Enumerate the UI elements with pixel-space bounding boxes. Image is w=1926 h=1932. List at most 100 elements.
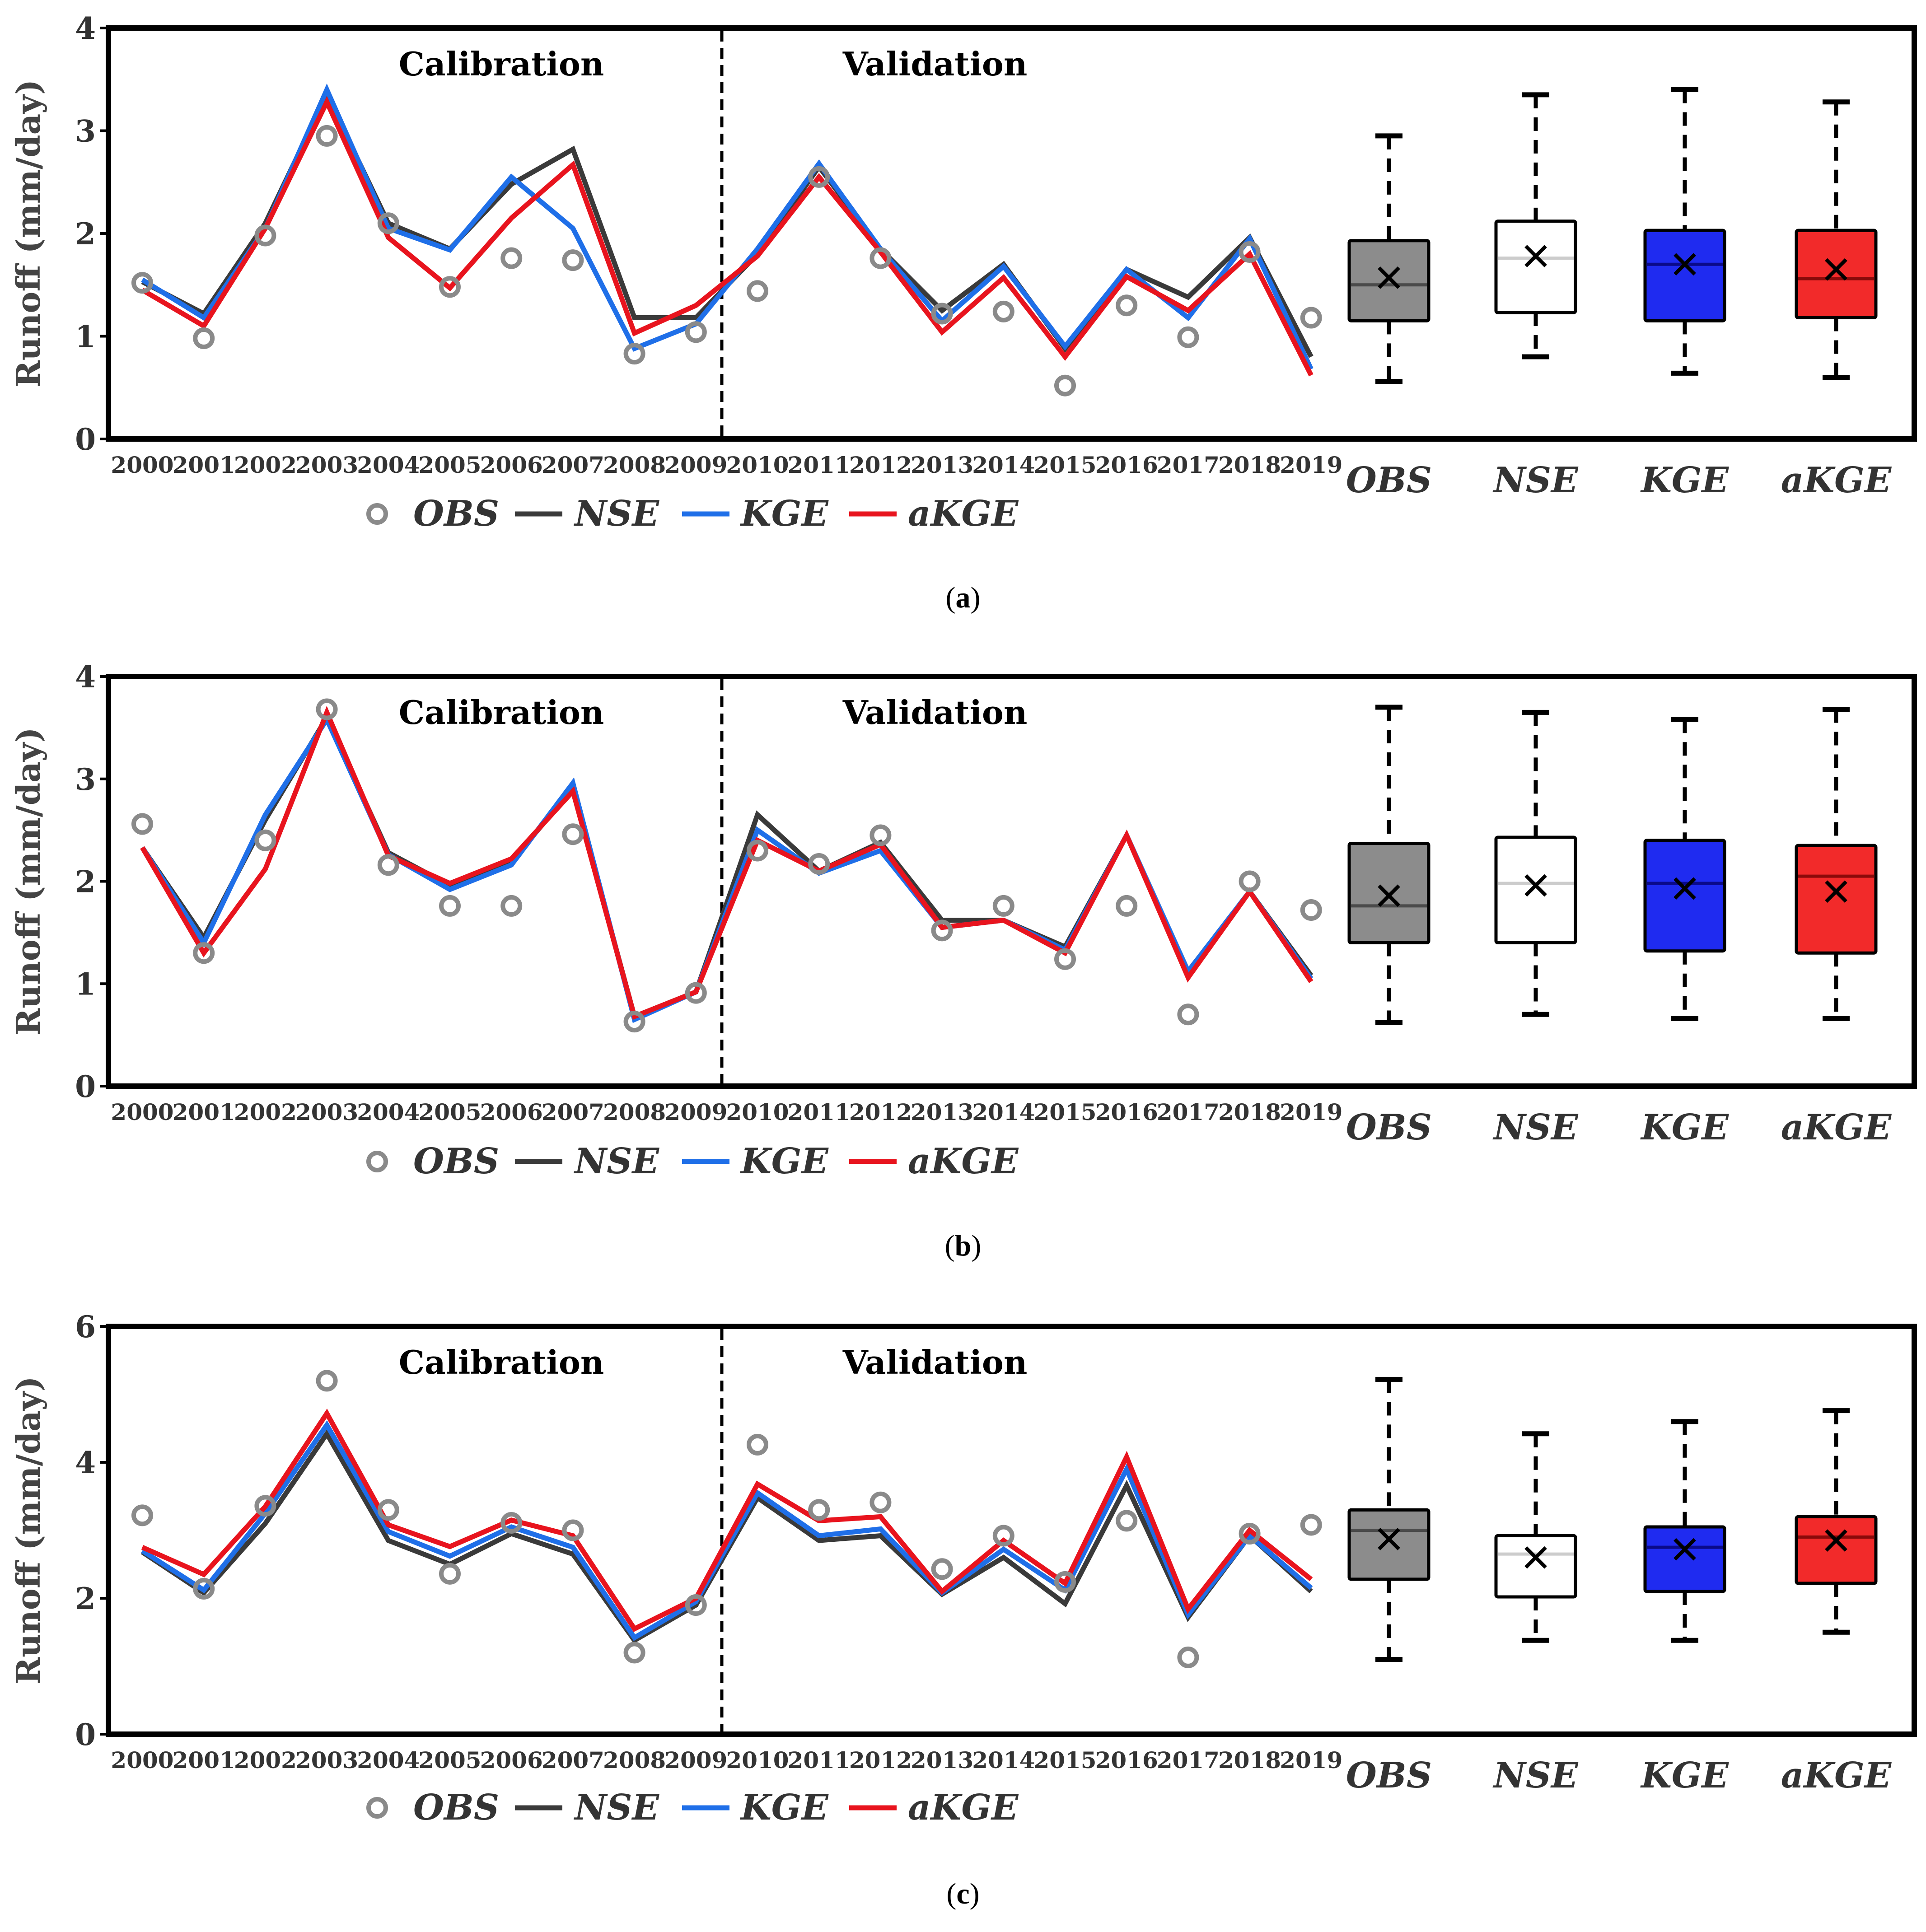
x-tick-label: 2000	[111, 1099, 173, 1125]
obs-point	[931, 1558, 953, 1580]
legend-obs-label: OBS	[413, 1141, 499, 1182]
box-label-obs: OBS	[1346, 1107, 1432, 1148]
caption-panel-letter: c	[956, 1877, 969, 1910]
box-label-nse: NSE	[1492, 1755, 1579, 1796]
legend-akge-label: aKGE	[908, 1787, 1019, 1828]
caption-open-paren: (	[946, 1877, 956, 1910]
series-line-kge	[141, 1420, 1313, 1641]
caption-panel-letter: a	[956, 581, 971, 614]
obs-point	[500, 895, 523, 917]
x-tick-label: 2014	[972, 1747, 1035, 1773]
caption-close-paren: )	[971, 581, 981, 614]
x-tick-label: 2008	[603, 1747, 666, 1773]
x-tick-label: 2009	[664, 452, 727, 478]
x-tick-label: 2016	[1095, 452, 1158, 478]
obs-point	[377, 854, 399, 876]
obs-point	[1239, 241, 1261, 263]
box-label-akge: aKGE	[1781, 460, 1892, 501]
x-tick-label: 2012	[849, 1099, 912, 1125]
box-mean-marker-obs	[1378, 884, 1400, 907]
box-label-obs: OBS	[1346, 1755, 1432, 1796]
x-tick-label: 2000	[111, 452, 173, 478]
obs-point	[870, 824, 892, 846]
plot-frame	[106, 25, 1917, 442]
box-mean-marker-kge	[1674, 1538, 1696, 1561]
x-tick-label: 2001	[173, 1747, 235, 1773]
box-mean-marker-obs	[1378, 266, 1400, 289]
panel-caption: (c)	[946, 1877, 979, 1910]
legend-akge-label: aKGE	[908, 1141, 1019, 1182]
obs-point	[992, 1525, 1014, 1547]
box-mean-marker-nse	[1524, 874, 1547, 897]
box-label-kge: KGE	[1640, 1755, 1729, 1796]
x-tick-label: 2015	[1033, 452, 1096, 478]
obs-point	[254, 1495, 276, 1517]
box-iqr-akge	[1795, 844, 1878, 955]
obs-point	[500, 247, 523, 269]
obs-point	[623, 1642, 645, 1664]
obs-point	[562, 249, 584, 271]
legend-nse-label: NSE	[573, 1787, 660, 1828]
y-tick-label: 1	[75, 319, 96, 355]
caption-panel-letter: b	[955, 1229, 972, 1262]
box-iqr-nse	[1494, 219, 1577, 314]
box-iqr-kge	[1643, 1525, 1726, 1593]
box-mean-marker-obs	[1378, 1528, 1400, 1550]
x-tick-label: 2008	[603, 1099, 666, 1125]
obs-point	[316, 698, 338, 720]
x-tick-label: 2002	[234, 452, 297, 478]
box-mean-marker-akge	[1825, 880, 1847, 903]
x-tick-label: 2012	[849, 1747, 912, 1773]
x-tick-label: 2019	[1280, 1099, 1342, 1125]
box-iqr-akge	[1795, 229, 1878, 320]
x-tick-label: 2014	[972, 1099, 1035, 1125]
obs-point	[1116, 1510, 1138, 1532]
obs-point	[931, 303, 953, 325]
obs-point	[870, 1491, 892, 1513]
x-tick-label: 2010	[726, 1099, 789, 1125]
box-label-akge: aKGE	[1781, 1755, 1892, 1796]
obs-point	[1054, 374, 1076, 397]
legend-obs-label: OBS	[413, 1787, 499, 1828]
x-tick-label: 2018	[1218, 1099, 1281, 1125]
box-label-kge: KGE	[1640, 1107, 1729, 1148]
y-tick-label: 4	[75, 11, 96, 46]
obs-point	[1177, 326, 1199, 348]
x-tick-label: 2006	[480, 1747, 543, 1773]
box-iqr-obs	[1347, 1508, 1430, 1581]
obs-point	[254, 224, 276, 247]
box-mean-marker-kge	[1674, 877, 1696, 900]
series-line-akge	[140, 705, 1314, 1020]
box-mean-marker-kge	[1674, 253, 1696, 276]
obs-point	[377, 212, 399, 234]
legend-kge-label: KGE	[740, 1141, 829, 1182]
x-tick-label: 2005	[418, 1099, 481, 1125]
y-tick-label: 6	[75, 1309, 96, 1344]
validation-label: Validation	[842, 693, 1028, 732]
plot-frame	[106, 1324, 1917, 1737]
box-iqr-kge	[1643, 229, 1726, 322]
x-tick-label: 2010	[726, 1747, 789, 1773]
legend-obs-marker	[366, 1797, 388, 1819]
obs-point	[562, 823, 584, 845]
box-iqr-akge	[1795, 1515, 1878, 1585]
x-tick-label: 2019	[1280, 1747, 1342, 1773]
x-tick-label: 2018	[1218, 452, 1281, 478]
legend-akge-label: aKGE	[908, 493, 1019, 534]
obs-point	[1054, 1571, 1076, 1593]
x-tick-label: 2017	[1157, 1099, 1220, 1125]
x-tick-label: 2001	[173, 1099, 235, 1125]
box-label-nse: NSE	[1492, 460, 1579, 501]
obs-point	[131, 813, 153, 835]
box-label-obs: OBS	[1346, 460, 1432, 501]
x-tick-label: 2016	[1095, 1747, 1158, 1773]
x-tick-label: 2002	[234, 1747, 297, 1773]
obs-point	[1300, 899, 1322, 921]
calibration-label: Calibration	[399, 693, 604, 732]
box-mean-marker-akge	[1825, 1529, 1847, 1552]
box-mean-marker-nse	[1524, 1546, 1547, 1569]
y-tick-label: 4	[75, 1445, 96, 1480]
x-tick-label: 2005	[418, 1747, 481, 1773]
obs-point	[992, 300, 1014, 322]
obs-point	[931, 919, 953, 942]
